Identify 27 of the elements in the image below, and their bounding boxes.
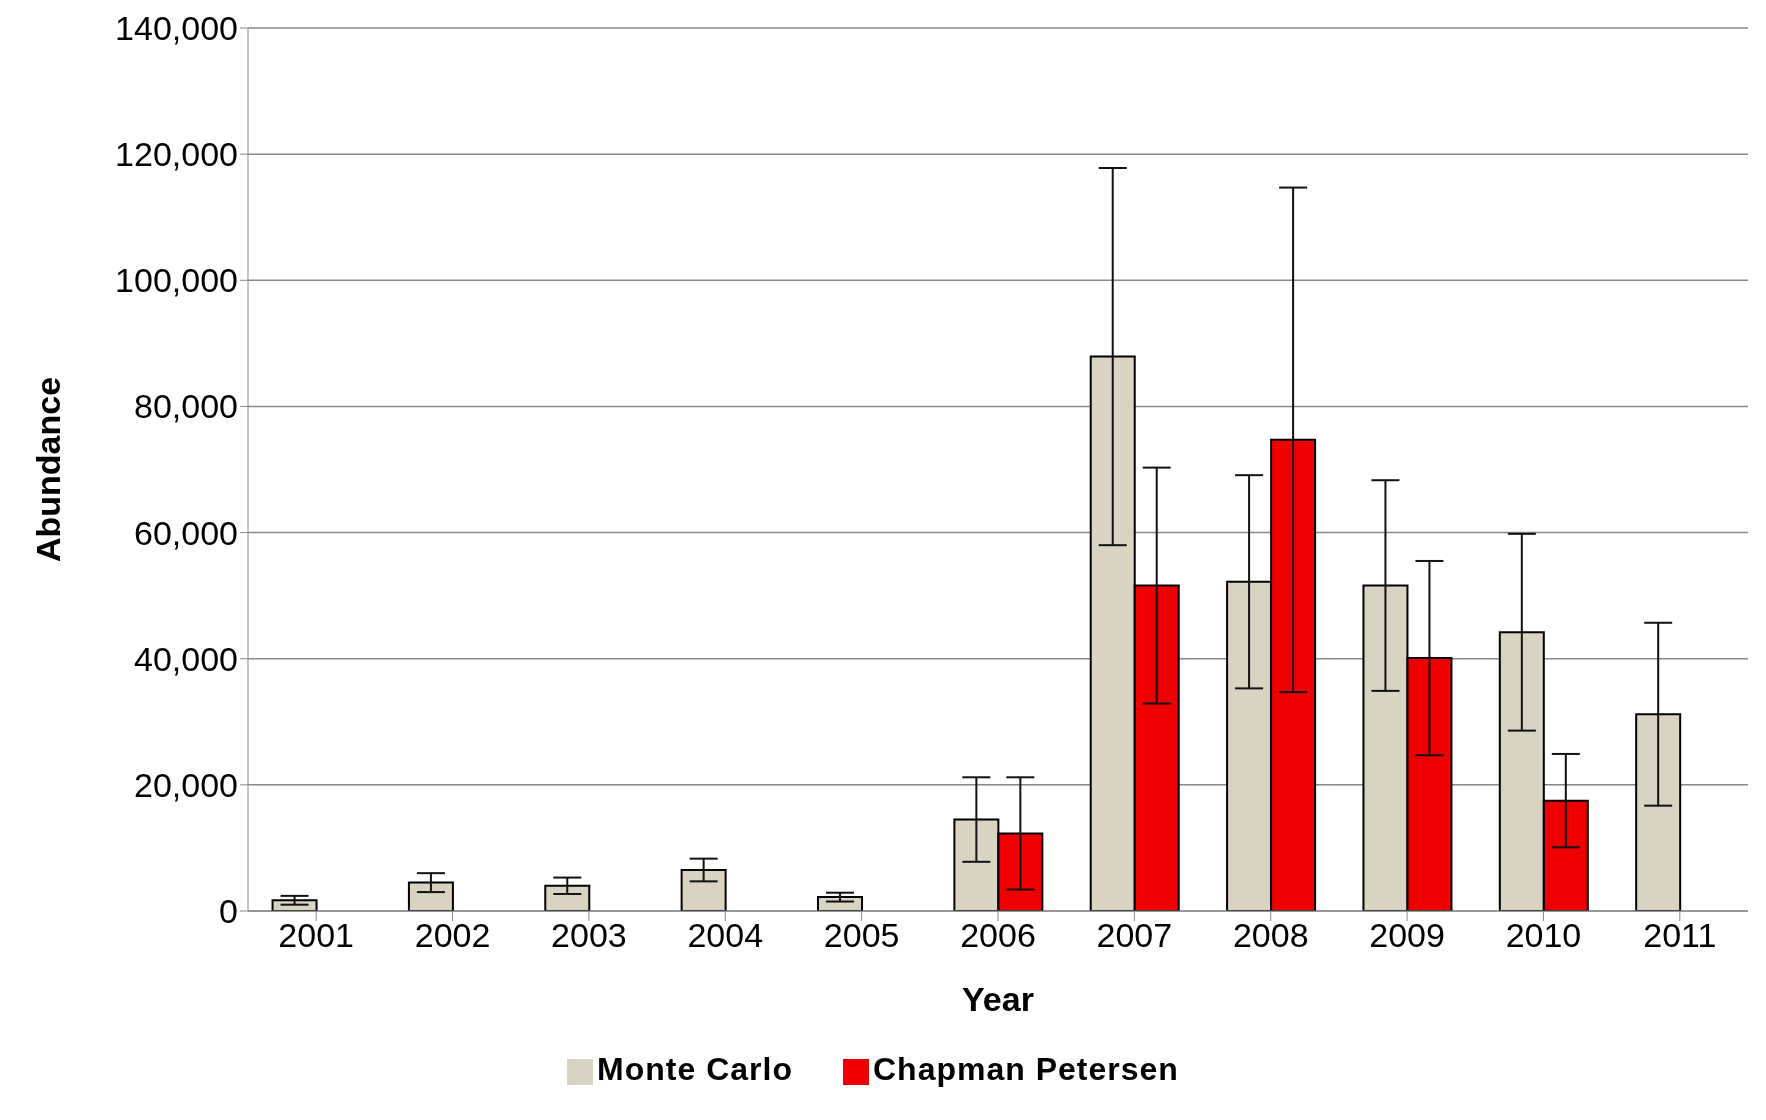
x-tick-label: 2003	[551, 916, 627, 955]
x-tick-label: 2008	[1232, 916, 1309, 955]
bar	[407, 881, 454, 911]
x-tick-label: 2002	[414, 916, 491, 955]
legend-label: Monte Carlo	[597, 1051, 793, 1087]
y-tick-label: 20,000	[134, 765, 238, 804]
y-axis-title: Abundance	[29, 376, 68, 563]
bar	[680, 869, 727, 911]
legend-label: Chapman Petersen	[873, 1051, 1179, 1087]
x-tick-label: 2009	[1369, 916, 1445, 955]
x-tick-label: 2007	[1096, 916, 1173, 955]
y-tick-label: 140,000	[115, 9, 238, 48]
y-tick-label: 100,000	[115, 261, 238, 300]
x-axis-title: Year	[962, 980, 1034, 1018]
y-tick-label: 120,000	[115, 135, 238, 174]
x-tick-label: 2001	[278, 916, 354, 955]
y-tick-label: 60,000	[134, 513, 238, 552]
x-tick-label: 2006	[960, 916, 1036, 955]
x-tick-label: 2004	[687, 916, 764, 955]
x-tick-label: 2010	[1505, 916, 1582, 955]
bar	[544, 884, 591, 911]
x-tick-label: 2005	[823, 916, 900, 955]
bar	[1635, 713, 1682, 911]
y-tick-label: 40,000	[134, 639, 238, 678]
y-tick-label: 0	[219, 892, 238, 931]
y-tick-label: 80,000	[134, 387, 238, 426]
x-tick-label: 2011	[1643, 916, 1717, 955]
